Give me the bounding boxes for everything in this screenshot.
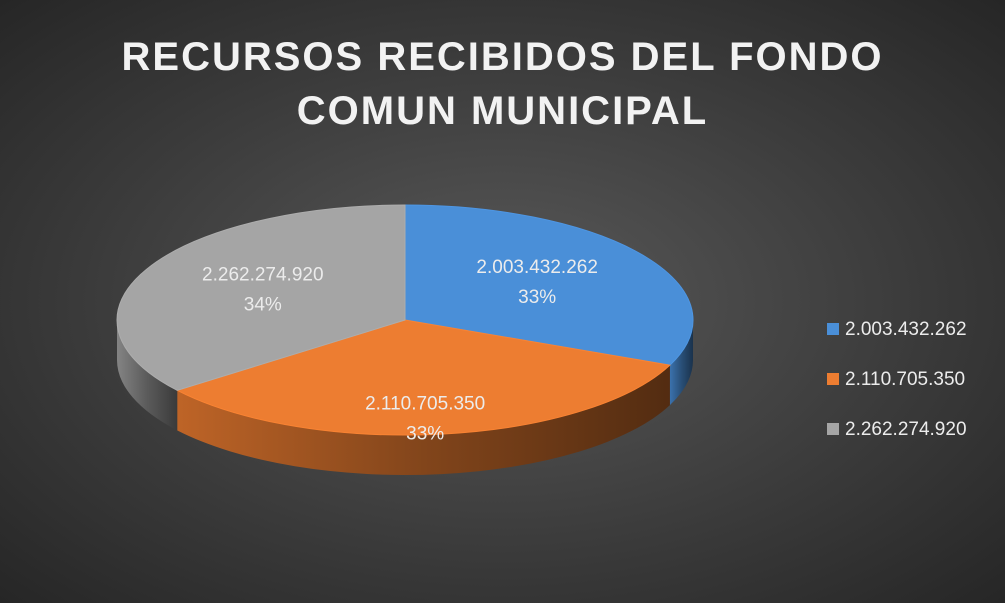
slice-side — [669, 320, 693, 406]
slice-side — [117, 320, 178, 431]
legend-label: 2.262.274.920 — [845, 419, 967, 440]
slice — [175, 319, 671, 436]
data-label: 2.262.274.920 — [202, 265, 324, 286]
data-label-percent: 33% — [518, 287, 556, 308]
data-label-percent: 34% — [244, 295, 282, 316]
legend-swatch — [827, 373, 839, 385]
legend-swatch — [827, 323, 839, 335]
slice — [116, 204, 406, 391]
data-label-percent: 33% — [406, 423, 444, 444]
legend-label: 2.110.705.350 — [845, 369, 965, 390]
chart-title: RECURSOS RECIBIDOS DEL FONDO COMUN MUNIC… — [121, 35, 884, 133]
legend-swatch — [827, 423, 839, 435]
data-label: 2.110.705.350 — [365, 393, 485, 414]
legend-label: 2.003.432.262 — [845, 319, 967, 340]
slice — [404, 204, 694, 366]
slice-side — [177, 365, 670, 475]
data-label: 2.003.432.262 — [476, 257, 598, 278]
